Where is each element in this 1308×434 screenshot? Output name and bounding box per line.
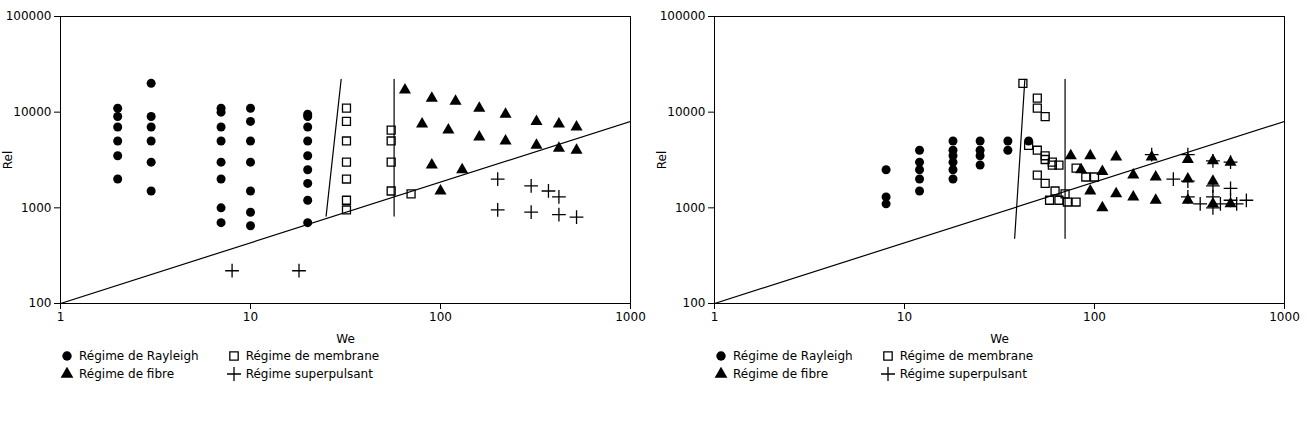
html-text:Régime de membrane: Régime de membrane xyxy=(245,349,380,363)
html-text:Régime de fibre: Régime de fibre xyxy=(733,367,829,381)
svg-text:100: 100 xyxy=(683,296,706,310)
svg-text:Rel: Rel xyxy=(1,151,15,170)
html-text:Régime superpulsant: Régime superpulsant xyxy=(899,367,1027,381)
svg-text:10: 10 xyxy=(897,310,912,324)
svg-text:100: 100 xyxy=(29,296,52,310)
html-text:Régime de Rayleigh: Régime de Rayleigh xyxy=(79,349,199,363)
html-text:Régime superpulsant: Régime superpulsant xyxy=(245,367,373,381)
svg-text:100000: 100000 xyxy=(660,9,706,23)
svg-text:100: 100 xyxy=(1083,310,1106,324)
svg-text:1000: 1000 xyxy=(675,201,706,215)
html-text:Régime de Rayleigh: Régime de Rayleigh xyxy=(733,349,853,363)
svg-text:10: 10 xyxy=(243,310,258,324)
svg-text:1000: 1000 xyxy=(615,310,646,324)
html-text:Régime de membrane: Régime de membrane xyxy=(899,349,1034,363)
html-text:Régime de fibre: Régime de fibre xyxy=(79,367,175,381)
svg-text:100000: 100000 xyxy=(6,9,52,23)
svg-text:Rel: Rel xyxy=(655,151,669,170)
svg-text:We: We xyxy=(990,332,1009,346)
svg-text:100: 100 xyxy=(429,310,452,324)
svg-text:1: 1 xyxy=(711,310,719,324)
svg-text:1000: 1000 xyxy=(21,201,52,215)
svg-text:We: We xyxy=(336,332,355,346)
svg-text:1000: 1000 xyxy=(1269,310,1300,324)
svg-text:10000: 10000 xyxy=(13,105,51,119)
svg-text:10000: 10000 xyxy=(667,105,705,119)
svg-text:1: 1 xyxy=(57,310,65,324)
